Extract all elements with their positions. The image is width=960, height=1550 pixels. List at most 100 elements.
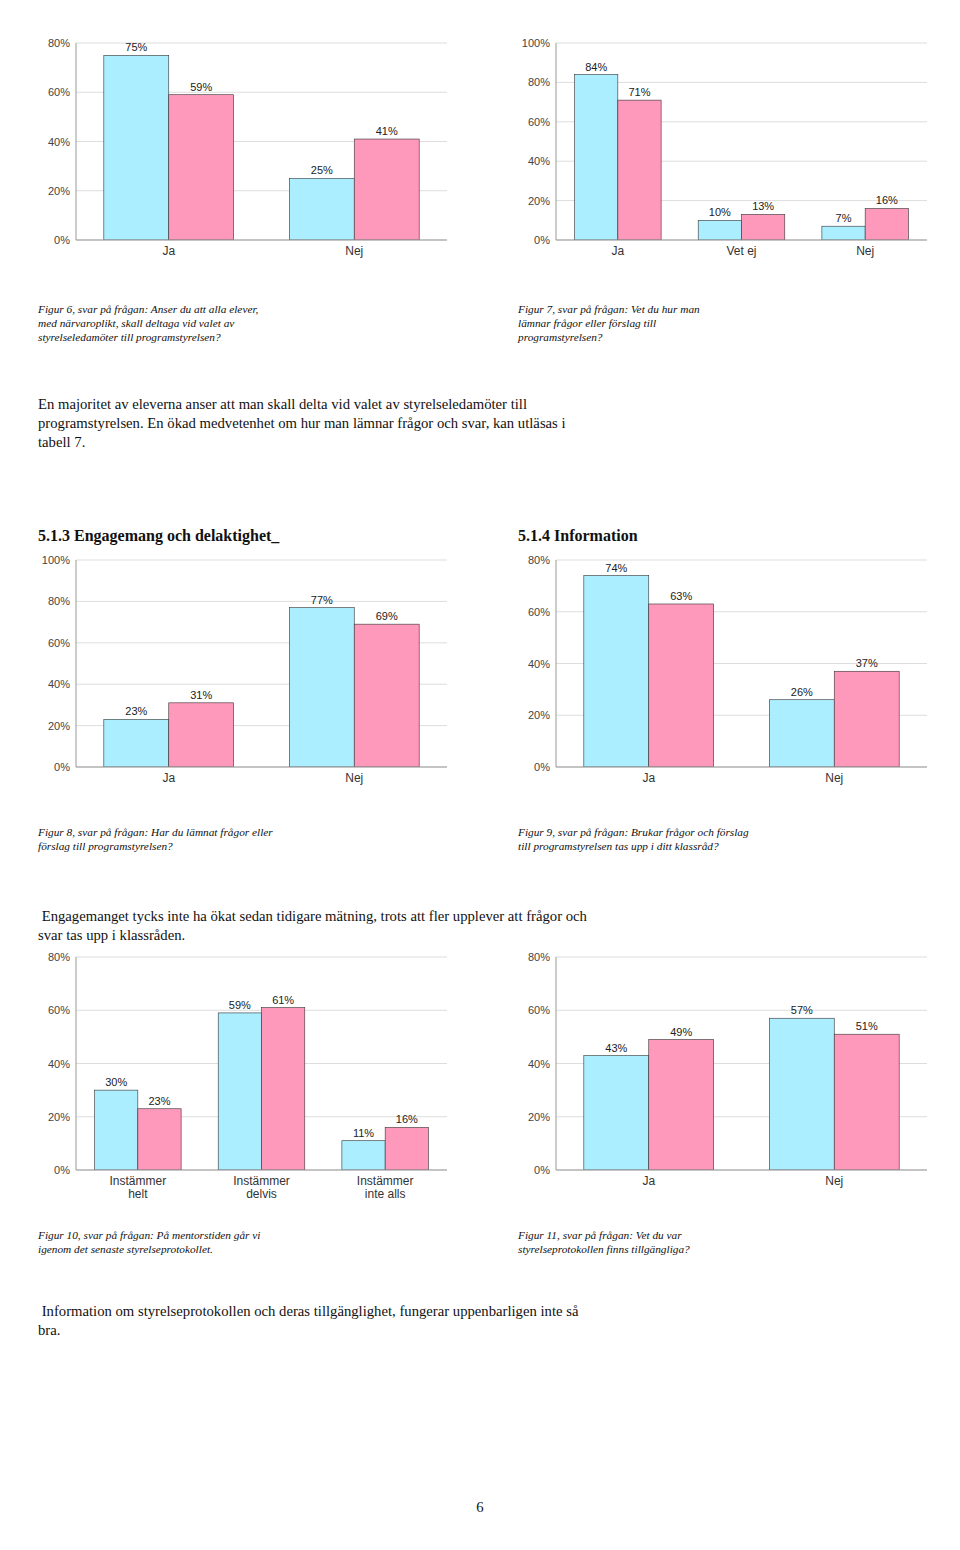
x-tick-label: Nej (345, 244, 363, 258)
y-axis-line (556, 957, 557, 1170)
x-tick-label: Instämmerhelt (109, 1174, 166, 1201)
bar-chart: 0%20%40%60%80%30%59%11%23%61%16%Instämme… (48, 951, 447, 1201)
y-tick-label: 40% (48, 678, 70, 690)
y-tick-label: 20% (528, 195, 550, 207)
text-line: programstyrelsen. En ökad medvetenhet om… (38, 415, 566, 431)
x-tick-label: Nej (856, 244, 874, 258)
bar (834, 1034, 899, 1170)
bar-chart: 0%20%40%60%80%100%23%77%31%69%JaNej (42, 554, 447, 785)
text-line: tabell 7. (38, 434, 85, 450)
text-line: Nej (345, 244, 363, 258)
y-axis-line (556, 560, 557, 767)
y-axis-line (76, 957, 77, 1170)
paragraph: En majoritet av eleverna anser att man s… (38, 396, 566, 450)
y-tick-label: 80% (48, 595, 70, 607)
bar (104, 55, 169, 240)
bars (104, 55, 419, 240)
y-tick-label: 80% (528, 951, 550, 963)
bar (104, 719, 169, 767)
data-labels: 74%26%63%37% (605, 562, 878, 698)
y-tick-label: 60% (48, 86, 70, 98)
data-label: 23% (148, 1095, 170, 1107)
data-label: 31% (190, 689, 212, 701)
y-tick-label: 0% (534, 234, 550, 246)
text-line: Ja (642, 771, 655, 785)
x-tick-label: Ja (642, 1174, 655, 1188)
data-label: 30% (105, 1076, 127, 1088)
bars (575, 75, 909, 240)
text-line: till programstyrelsen tas upp i ditt kla… (518, 840, 719, 852)
grid-line (76, 560, 447, 561)
text-line: Figur 8, svar på frågan: Har du lämnat f… (37, 826, 273, 838)
bar (618, 100, 661, 240)
text-line: Figur 6, svar på frågan: Anser du att al… (37, 303, 259, 315)
bar (742, 214, 785, 240)
text-line: bra. (38, 1322, 60, 1338)
data-label: 10% (709, 206, 731, 218)
bar (169, 703, 234, 767)
data-label: 71% (628, 86, 650, 98)
y-tick-label: 40% (528, 658, 550, 670)
x-tick-label: Ja (162, 244, 175, 258)
data-labels: 75%25%59%41% (125, 41, 398, 176)
bar (822, 226, 865, 240)
data-label: 77% (311, 594, 333, 606)
page: 0%20%40%60%80%75%25%59%41%JaNejFigur 6, … (0, 0, 960, 1550)
text-line: styrelseledamöter till programstyrelsen? (38, 331, 221, 343)
y-tick-label: 60% (528, 1004, 550, 1016)
y-tick-label: 20% (48, 1111, 70, 1123)
bar-chart: 0%20%40%60%80%43%57%49%51%JaNej (528, 951, 927, 1188)
text-line: programstyrelsen? (517, 331, 603, 343)
data-label: 16% (396, 1113, 418, 1125)
grid-line (76, 957, 447, 958)
paragraph: Information om styrelseprotokollen och d… (38, 1303, 579, 1338)
data-label: 43% (605, 1042, 627, 1054)
x-axis-line (556, 240, 927, 241)
bar (289, 608, 354, 767)
text-line: En majoritet av eleverna anser att man s… (38, 396, 527, 412)
y-tick-label: 100% (42, 554, 70, 566)
x-axis-line (76, 240, 447, 241)
bar (169, 95, 234, 240)
y-tick-label: 80% (528, 76, 550, 88)
bar (575, 75, 618, 240)
bar (834, 671, 899, 767)
grid-line (76, 601, 447, 602)
data-label: 26% (791, 686, 813, 698)
y-axis-line (556, 43, 557, 240)
y-axis-line (76, 560, 77, 767)
grid-line (556, 43, 927, 44)
data-label: 16% (876, 194, 898, 206)
data-label: 37% (856, 657, 878, 669)
grid-line (556, 240, 927, 241)
y-tick-label: 60% (528, 606, 550, 618)
y-tick-label: 40% (528, 155, 550, 167)
bar (354, 139, 419, 240)
y-tick-label: 0% (534, 761, 550, 773)
x-axis-line (76, 767, 447, 768)
text-line: 6 (476, 1499, 483, 1515)
text-line: Figur 7, svar på frågan: Vet du hur man (517, 303, 700, 315)
data-label: 63% (670, 590, 692, 602)
grid-line (556, 560, 927, 561)
grid-line (556, 1010, 927, 1011)
bar (354, 624, 419, 767)
text-line: Vet ej (726, 244, 756, 258)
paragraph: Engagemanget tycks inte ha ökat sedan ti… (38, 908, 588, 943)
bars (104, 608, 419, 767)
section-title: 5.1.3 Engagemang och delaktighet_ (38, 527, 280, 545)
x-tick-label: Ja (642, 771, 655, 785)
caption: Figur 9, svar på frågan: Brukar frågor o… (517, 826, 749, 852)
text-line: inte alls (365, 1187, 406, 1201)
text-line: Figur 11, svar på frågan: Vet du var (517, 1229, 682, 1241)
x-tick-label: Ja (162, 771, 175, 785)
y-tick-label: 60% (48, 637, 70, 649)
text-line: Figur 10, svar på frågan: På mentorstide… (37, 1229, 260, 1241)
y-tick-label: 0% (534, 1164, 550, 1176)
text-line: styrelseprotokollen finns tillgängliga? (518, 1243, 690, 1255)
bar (865, 208, 908, 240)
bar (584, 576, 649, 767)
text-line: helt (128, 1187, 148, 1201)
caption: Figur 8, svar på frågan: Har du lämnat f… (37, 826, 273, 852)
text-line: Ja (162, 771, 175, 785)
